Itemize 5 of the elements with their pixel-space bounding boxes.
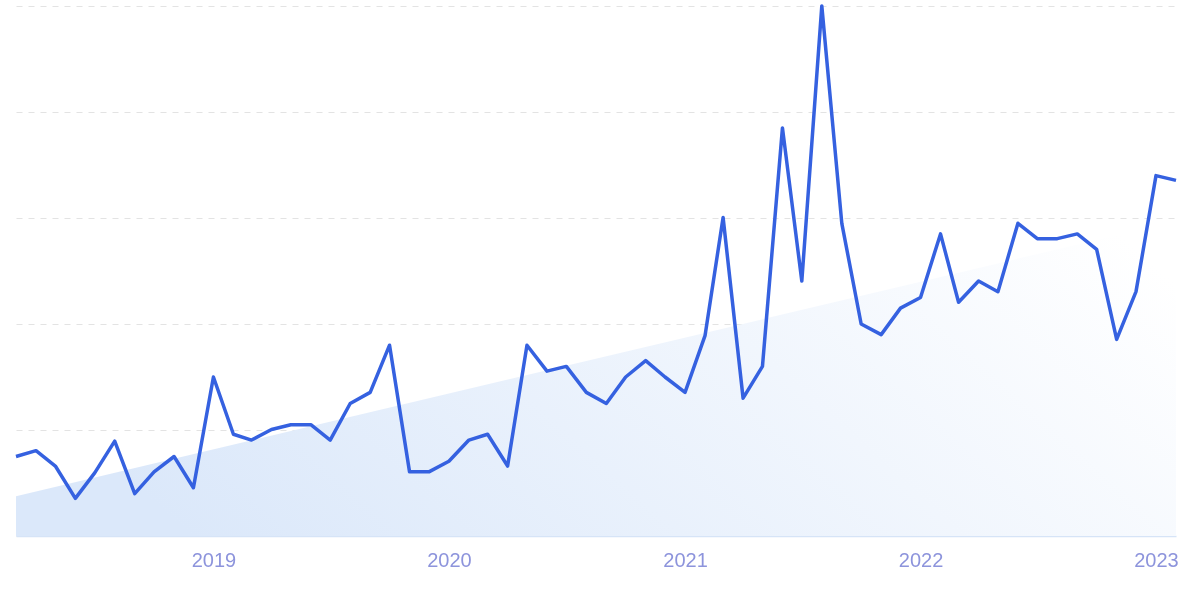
x-tick-label: 2023: [1134, 548, 1179, 571]
x-tick-label: 2022: [898, 548, 944, 571]
x-tick-label: 2019: [191, 548, 237, 571]
x-tick-label: 2020: [427, 548, 472, 571]
x-tick-label: 2021: [663, 548, 708, 571]
